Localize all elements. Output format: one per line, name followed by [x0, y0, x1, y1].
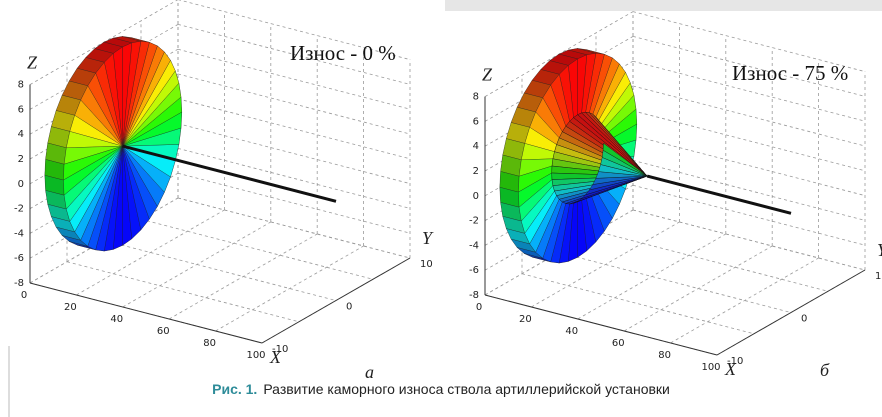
- grid-line: [595, 230, 829, 292]
- y-axis-label: Y: [877, 240, 882, 260]
- grid-line: [177, 24, 411, 85]
- y-tick-label: -10: [727, 356, 743, 367]
- panel-title: Износ - 75 %: [732, 61, 848, 85]
- x-tick-label: 80: [658, 350, 671, 361]
- plot-panel: 86420-2-4-6-8020406080100100-10ZXYбИзнос…: [469, 11, 882, 380]
- grid-line: [577, 233, 726, 320]
- grid-line: [76, 209, 225, 296]
- panel-letter: б: [820, 360, 830, 380]
- x-tick-label: 80: [203, 338, 216, 349]
- axis-edge: [484, 294, 718, 356]
- grid-line: [177, 123, 411, 184]
- grid-line: [632, 36, 866, 97]
- axis-edge: [716, 269, 866, 356]
- grid-line: [169, 233, 318, 320]
- z-tick-label: -8: [14, 278, 24, 289]
- x-tick-label: 40: [565, 326, 578, 337]
- grid-line: [66, 261, 300, 323]
- x-tick-label: 0: [476, 302, 482, 313]
- caption: Рис. 1. Развитие каморного износа ствола …: [212, 381, 670, 397]
- z-axis-label: Z: [27, 53, 38, 73]
- header-band: [445, 0, 882, 11]
- x-tick-label: 20: [64, 302, 77, 313]
- z-tick-label: 2: [473, 166, 479, 177]
- z-tick-label: 4: [473, 141, 479, 152]
- z-tick-label: 6: [473, 116, 479, 127]
- y-tick-label: 0: [346, 302, 352, 313]
- panel-letter: а: [365, 362, 374, 382]
- x-tick-label: 0: [21, 290, 27, 301]
- disc-face: [122, 111, 182, 147]
- grid-line: [177, 197, 411, 259]
- barrel: [122, 144, 337, 203]
- plot-panel: 86420-2-4-6-8020406080100100-10ZXYаИзнос…: [14, 0, 434, 382]
- z-tick-label: 8: [18, 80, 24, 91]
- panels: 86420-2-4-6-8020406080100100-10ZXYаИзнос…: [14, 0, 882, 382]
- x-tick-label: 100: [246, 350, 265, 361]
- z-tick-label: 2: [18, 154, 24, 165]
- grid-line: [103, 240, 337, 301]
- grid-line: [632, 85, 866, 147]
- grid-line: [177, 148, 411, 209]
- z-tick-label: -8: [469, 290, 479, 301]
- grid-line: [177, 98, 411, 160]
- z-tick-label: 6: [18, 104, 24, 115]
- x-axis-label: X: [269, 347, 282, 367]
- z-tick-label: -2: [14, 204, 24, 215]
- x-tick-label: 40: [110, 314, 123, 325]
- barrel: [646, 174, 792, 215]
- panel-title: Износ - 0 %: [290, 41, 396, 65]
- grid-line: [632, 135, 866, 196]
- grid-line: [177, 0, 411, 60]
- grid-line: [632, 60, 866, 122]
- x-tick-label: 60: [157, 326, 170, 337]
- z-tick-label: -6: [14, 253, 24, 264]
- grid-line: [122, 221, 271, 308]
- grid-line: [632, 110, 866, 172]
- grid-line: [632, 209, 866, 271]
- grid-line: [558, 252, 792, 313]
- y-axis-label: Y: [422, 228, 434, 248]
- grid-line: [531, 221, 680, 308]
- grid-line: [215, 245, 364, 332]
- grid-line: [177, 172, 411, 234]
- axis-edge: [261, 257, 411, 344]
- caption-label: Рис. 1.: [212, 381, 257, 397]
- cone: [602, 142, 648, 177]
- y-tick-label: 10: [420, 259, 433, 270]
- y-tick-label: 0: [801, 314, 807, 325]
- axis-edge: [29, 282, 263, 344]
- z-tick-label: -4: [14, 228, 24, 239]
- z-tick-label: 0: [473, 191, 479, 202]
- z-tick-label: -6: [469, 265, 479, 276]
- y-tick-label: 10: [875, 271, 882, 282]
- grid-line: [177, 73, 411, 135]
- caption-text: Развитие каморного износа ствола артилле…: [263, 381, 670, 397]
- z-tick-label: -2: [469, 216, 479, 227]
- grid-line: [670, 257, 819, 344]
- y-tick-label: -10: [272, 344, 288, 355]
- grid-line: [632, 209, 866, 271]
- grid-line: [632, 184, 866, 246]
- x-tick-label: 100: [701, 362, 720, 373]
- z-tick-label: 0: [18, 179, 24, 190]
- x-tick-label: 20: [519, 314, 532, 325]
- grid-line: [624, 245, 773, 332]
- z-axis-label: Z: [482, 65, 493, 85]
- z-tick-label: -4: [469, 240, 479, 251]
- grid-line: [140, 218, 374, 280]
- grid-line: [521, 273, 755, 335]
- grid-line: [632, 160, 866, 221]
- x-axis-label: X: [724, 359, 737, 379]
- grid-line: [177, 48, 411, 110]
- grid-line: [632, 11, 866, 72]
- z-tick-label: 4: [18, 129, 24, 140]
- z-tick-label: 8: [473, 92, 479, 103]
- x-tick-label: 60: [612, 338, 625, 349]
